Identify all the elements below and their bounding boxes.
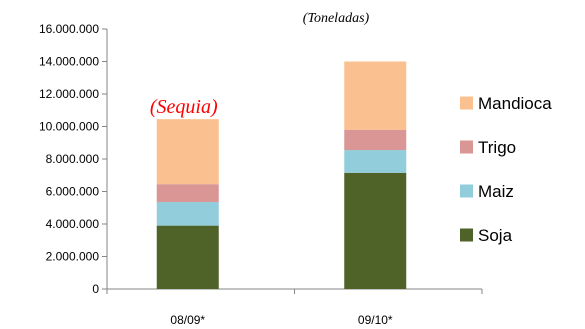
legend: Mandioca Trigo Maiz Soja bbox=[460, 94, 552, 245]
x-axis: 08/09* 09/10* bbox=[106, 288, 483, 327]
legend-swatch-trigo bbox=[460, 140, 473, 154]
y-tick-label: 6.000.000 bbox=[46, 185, 100, 199]
y-tick-label: 10.000.000 bbox=[39, 120, 99, 134]
legend-label-mandioca: Mandioca bbox=[478, 94, 552, 113]
y-tick-label: 0 bbox=[92, 282, 99, 296]
bar-soja-1 bbox=[156, 225, 219, 289]
y-axis: 0 2.000.000 4.000.000 6.000.000 8.000.000 10.… bbox=[39, 22, 108, 296]
legend-label-maiz: Maiz bbox=[478, 182, 514, 201]
legend-swatch-maiz bbox=[460, 184, 473, 198]
bar-soja-2 bbox=[344, 172, 407, 289]
y-tick-label: 8.000.000 bbox=[46, 152, 100, 166]
legend-label-trigo: Trigo bbox=[478, 138, 516, 157]
bar-trigo-2 bbox=[344, 129, 407, 151]
bar-mandioca-1 bbox=[156, 119, 219, 185]
legend-swatch-mandioca bbox=[460, 96, 473, 110]
legend-swatch-soja bbox=[460, 228, 473, 242]
y-tick-label: 14.000.000 bbox=[39, 55, 99, 69]
bar-maiz-2 bbox=[344, 150, 407, 173]
x-category-label: 09/10* bbox=[358, 313, 393, 327]
annotations: (Sequia) bbox=[150, 96, 218, 118]
legend-label-soja: Soja bbox=[478, 226, 513, 245]
bar-mandioca-2 bbox=[344, 61, 407, 130]
x-category-label: 08/09* bbox=[170, 313, 205, 327]
y-tick-label: 2.000.000 bbox=[46, 250, 100, 264]
annotation-label: (Sequia) bbox=[150, 96, 218, 118]
unit-label: (Toneladas) bbox=[303, 11, 370, 26]
bars bbox=[156, 61, 407, 289]
bar-trigo-1 bbox=[156, 184, 219, 203]
y-tick-label: 12.000.000 bbox=[39, 87, 99, 101]
y-tick-label: 16.000.000 bbox=[39, 22, 99, 36]
bar-maiz-1 bbox=[156, 202, 219, 226]
y-tick-label: 4.000.000 bbox=[46, 217, 100, 231]
